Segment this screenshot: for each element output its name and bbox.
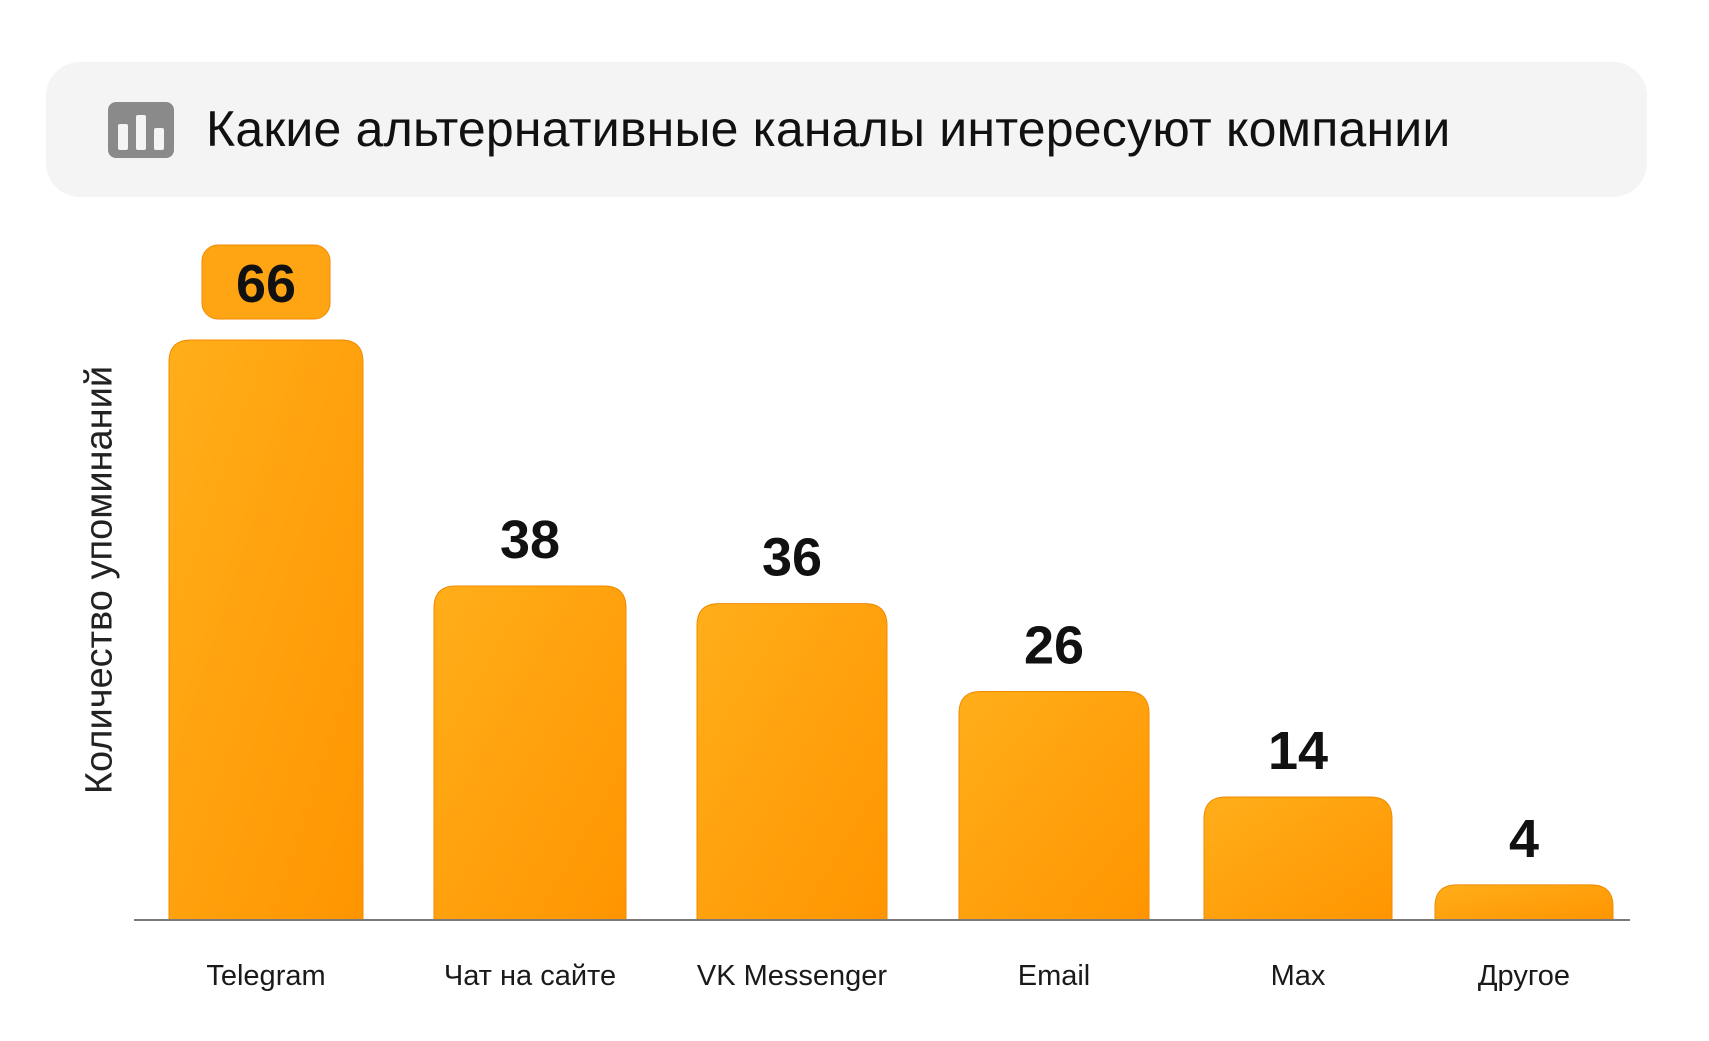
category-label-2: VK Messenger bbox=[697, 960, 888, 992]
value-label-5: 4 bbox=[1509, 809, 1539, 869]
bar-0 bbox=[168, 339, 364, 921]
chart-title: Какие альтернативные каналы интересуют к… bbox=[206, 101, 1451, 157]
title-card: Какие альтернативные каналы интересуют к… bbox=[46, 62, 1647, 197]
bar-5 bbox=[1434, 884, 1614, 921]
bar-3 bbox=[958, 691, 1150, 921]
category-label-1: Чат на сайте bbox=[444, 960, 616, 992]
category-label-3: Email bbox=[1018, 960, 1091, 992]
category-label-0: Telegram bbox=[206, 960, 325, 992]
value-label-2: 36 bbox=[762, 528, 822, 588]
bar-4 bbox=[1203, 796, 1393, 921]
category-label-5: Другое bbox=[1478, 960, 1570, 992]
value-label-1: 38 bbox=[500, 510, 560, 570]
highlight-badge bbox=[201, 244, 331, 320]
value-label-4: 14 bbox=[1268, 721, 1328, 781]
value-label-3: 26 bbox=[1024, 616, 1084, 676]
bar-chart-icon bbox=[108, 102, 174, 158]
bar-2 bbox=[696, 603, 888, 921]
category-label-4: Max bbox=[1271, 960, 1326, 992]
value-label-0: 66 bbox=[236, 254, 296, 314]
bar-1 bbox=[433, 585, 627, 921]
